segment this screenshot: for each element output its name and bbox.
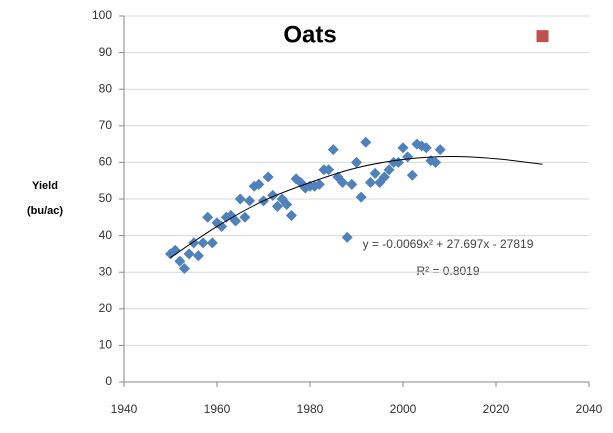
point	[285, 209, 297, 221]
point	[248, 180, 260, 192]
point	[434, 144, 446, 156]
point	[281, 198, 293, 210]
point	[271, 200, 283, 212]
point	[337, 177, 349, 189]
y-tick-label: 10	[99, 338, 113, 352]
y-axis-label: (bu/ac)	[27, 205, 63, 217]
point	[244, 195, 256, 207]
y-tick-label: 60	[99, 155, 113, 169]
point	[351, 156, 362, 168]
point	[406, 169, 418, 181]
x-tick-label: 2040	[576, 402, 603, 416]
point	[183, 248, 195, 260]
y-tick-label: 20	[99, 301, 113, 315]
equation: y = -0.0069x² + 27.697x - 27819	[363, 237, 534, 251]
y-tick-label: 30	[99, 264, 113, 278]
y-tick-label: 90	[99, 45, 113, 59]
x-tick-label: 1960	[204, 402, 231, 416]
x-tick-label: 1940	[111, 402, 138, 416]
marker	[536, 30, 549, 43]
x-tick-label: 1980	[297, 402, 324, 416]
point	[174, 255, 186, 267]
point	[378, 171, 390, 183]
y-tick-label: 100	[92, 8, 112, 22]
point	[230, 215, 242, 227]
point	[402, 151, 414, 163]
point	[364, 177, 376, 189]
point	[313, 178, 325, 190]
y-tick-label: 50	[99, 191, 113, 205]
r-squared: R² = 0.8019	[416, 264, 479, 278]
point	[239, 211, 251, 223]
y-tick-label: 40	[99, 228, 113, 242]
point	[192, 250, 204, 262]
point	[397, 142, 409, 154]
point	[178, 263, 190, 275]
y-tick-label: 0	[105, 374, 112, 388]
point	[197, 237, 209, 249]
x-tick-label: 2020	[483, 402, 510, 416]
point	[202, 211, 214, 223]
point	[323, 164, 335, 176]
point	[383, 164, 395, 176]
trendline	[170, 156, 543, 258]
point	[360, 136, 372, 148]
point	[234, 193, 246, 205]
point	[355, 191, 367, 203]
point	[216, 220, 228, 232]
point	[262, 171, 274, 183]
chart-title: Oats	[283, 21, 336, 48]
y-tick-label: 70	[99, 118, 113, 132]
y-axis-label: Yield	[32, 180, 58, 192]
point	[346, 178, 358, 190]
point	[369, 167, 381, 179]
point	[420, 142, 432, 154]
point	[253, 178, 265, 190]
x-tick-label: 2000	[390, 402, 417, 416]
point	[341, 231, 353, 243]
point	[430, 156, 442, 168]
point	[327, 144, 339, 156]
y-tick-label: 80	[99, 81, 113, 95]
point	[206, 237, 218, 249]
